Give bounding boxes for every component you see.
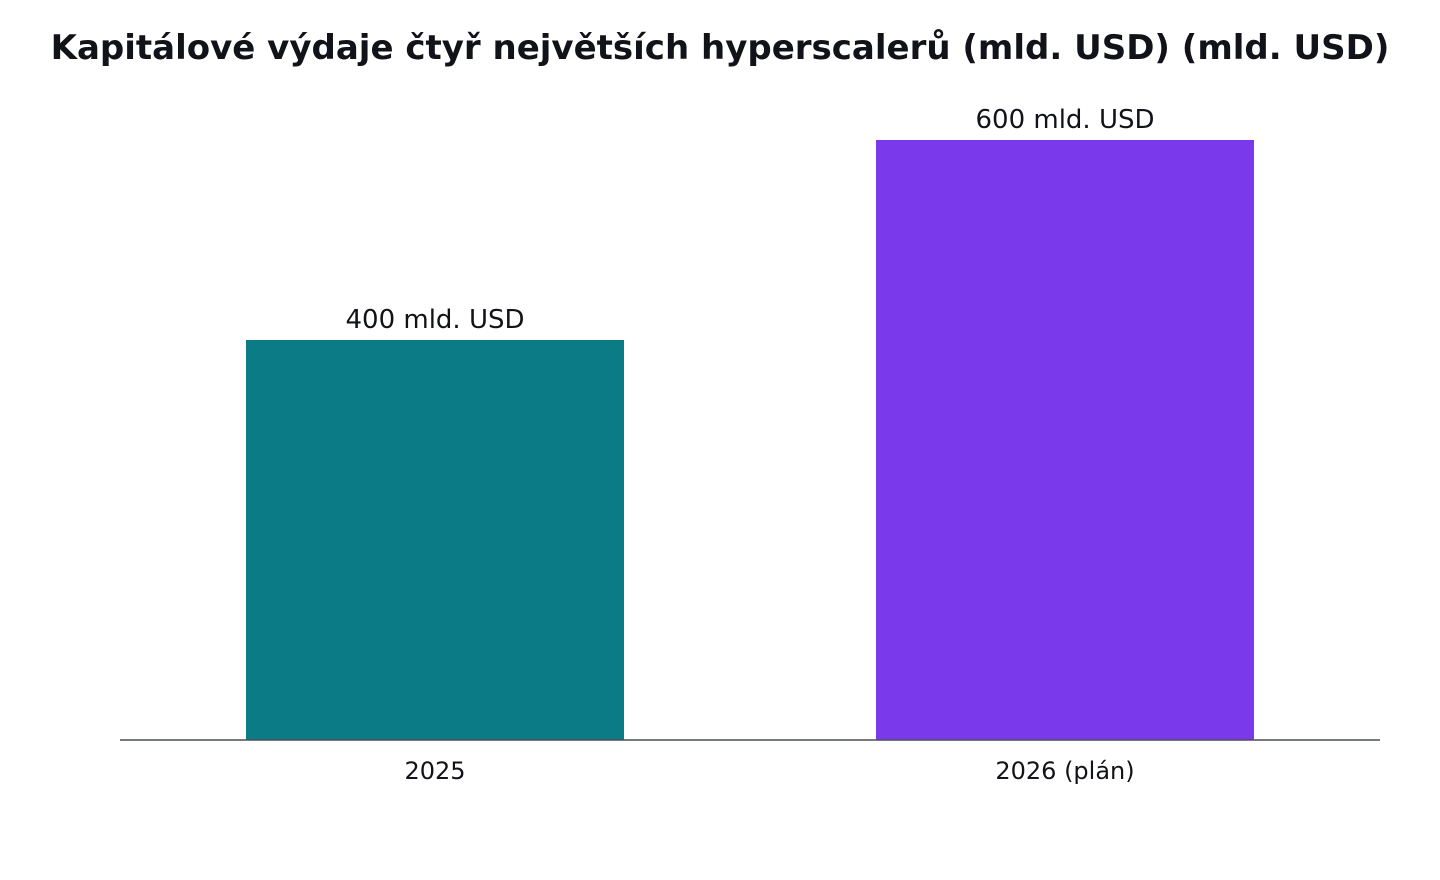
ticks-layer: 2025 2026 (plán) [404,757,1134,785]
bar-1 [876,140,1254,740]
x-tick-label-0: 2025 [404,757,465,785]
chart-title: Kapitálové výdaje čtyř největších hypers… [50,28,1390,68]
bar-0 [246,340,624,740]
x-tick-label-1: 2026 (plán) [995,757,1134,785]
labels-layer: 400 mld. USD 600 mld. USD [345,105,1154,335]
bars-layer [246,140,1254,740]
bar-value-label-0: 400 mld. USD [345,305,524,335]
bar-value-label-1: 600 mld. USD [975,105,1154,135]
